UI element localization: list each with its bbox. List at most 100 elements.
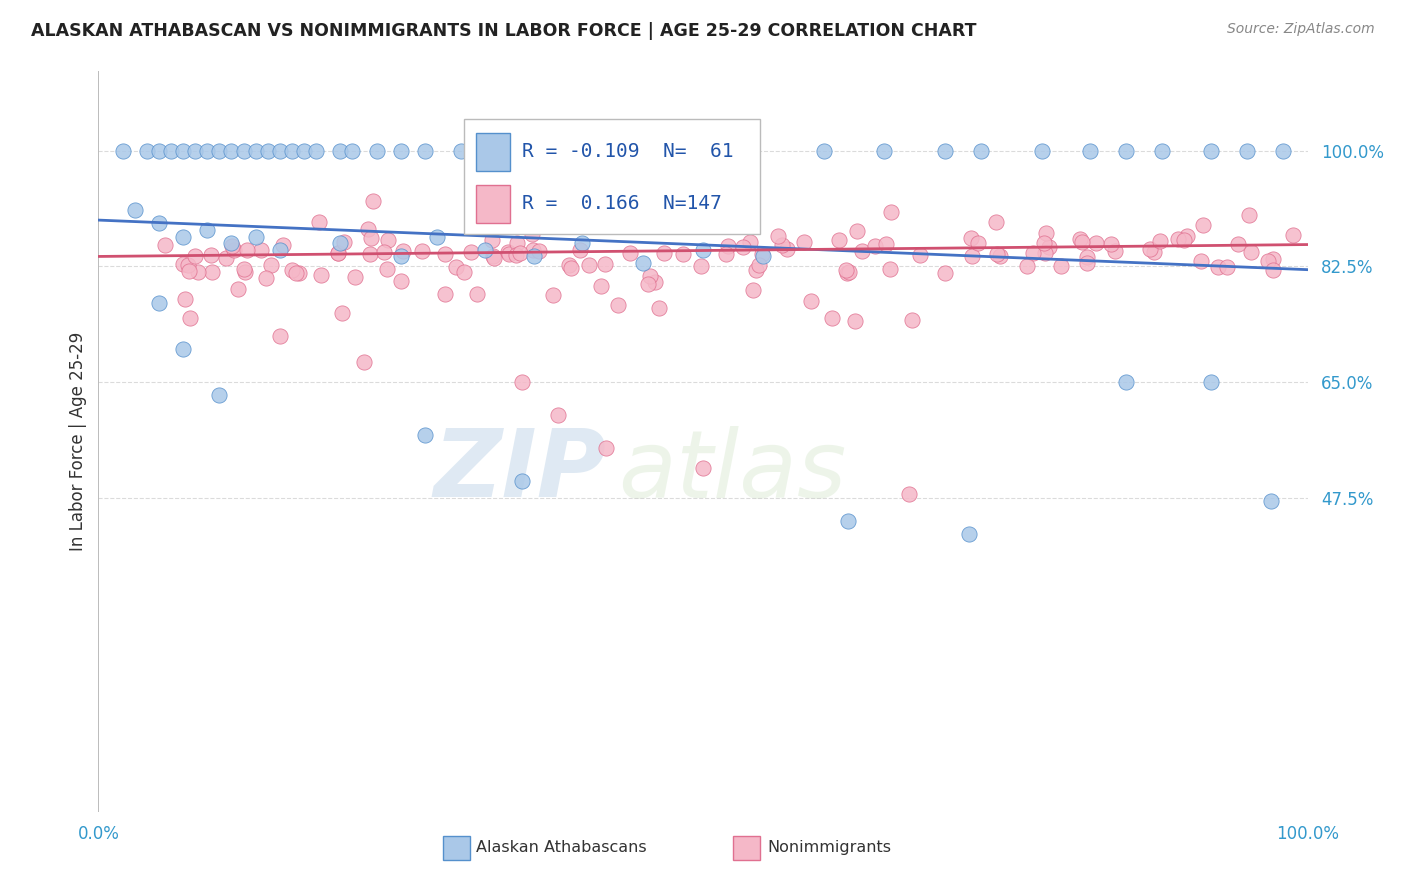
Point (1173, 233, 1195, 247)
Point (1033, 235, 1056, 250)
Point (208, 388, 231, 402)
Point (201, 265, 224, 279)
Point (1199, 375, 1222, 389)
Point (391, 244, 413, 258)
Point (288, 266, 311, 280)
Point (433, 287, 456, 301)
Point (195, 223, 218, 237)
Point (228, 282, 250, 296)
Point (1015, 259, 1038, 273)
Point (1261, 263, 1284, 277)
Point (281, 262, 304, 277)
Point (342, 144, 364, 158)
Point (481, 233, 503, 247)
Point (498, 247, 520, 261)
Point (413, 144, 436, 158)
Point (482, 249, 505, 263)
Point (1022, 245, 1045, 260)
Point (1227, 236, 1250, 251)
Point (232, 144, 254, 158)
Point (359, 247, 381, 261)
Point (245, 229, 267, 244)
Point (389, 273, 412, 287)
Point (1143, 244, 1166, 259)
Point (357, 222, 380, 236)
Point (361, 194, 384, 208)
Point (269, 328, 291, 343)
Point (793, 235, 815, 249)
Point (173, 293, 195, 307)
Point (589, 278, 612, 293)
Point (522, 227, 544, 241)
Point (221, 239, 243, 253)
Point (845, 224, 868, 238)
Point (1038, 240, 1060, 254)
Point (1084, 235, 1107, 250)
Point (1115, 144, 1137, 158)
Point (934, 144, 956, 158)
Point (214, 252, 236, 266)
Point (957, 527, 980, 541)
Point (1237, 208, 1260, 222)
Text: Source: ZipAtlas.com: Source: ZipAtlas.com (1227, 22, 1375, 37)
Point (269, 144, 291, 158)
Point (988, 249, 1011, 263)
FancyBboxPatch shape (443, 836, 470, 860)
Point (179, 264, 201, 278)
Point (745, 263, 768, 277)
Point (690, 259, 713, 273)
Point (813, 144, 835, 158)
Point (1272, 144, 1295, 158)
Point (1069, 232, 1091, 246)
Point (1257, 254, 1279, 268)
Point (844, 314, 866, 328)
Point (654, 245, 676, 260)
Point (557, 258, 579, 272)
Point (373, 245, 395, 260)
Point (411, 244, 433, 258)
Point (135, 144, 157, 158)
Point (986, 215, 1008, 229)
Point (292, 144, 315, 158)
Point (1240, 244, 1263, 259)
Point (1149, 234, 1171, 248)
Point (484, 251, 506, 265)
Point (413, 428, 436, 442)
Point (285, 266, 308, 280)
Point (527, 244, 550, 258)
Point (648, 301, 671, 316)
Point (568, 243, 591, 257)
Point (692, 461, 714, 475)
Point (326, 245, 349, 260)
Point (1076, 255, 1098, 269)
Point (269, 243, 291, 257)
Point (426, 229, 449, 244)
Point (375, 261, 398, 276)
Point (717, 239, 740, 253)
Point (986, 247, 1008, 261)
Point (1035, 226, 1057, 240)
Point (309, 268, 332, 282)
Point (522, 243, 544, 257)
Point (733, 240, 755, 254)
Point (631, 256, 654, 270)
Point (1167, 232, 1189, 246)
Point (838, 265, 860, 279)
Point (221, 144, 243, 158)
Point (177, 258, 200, 272)
Text: Nonimmigrants: Nonimmigrants (768, 840, 891, 855)
Point (1189, 253, 1212, 268)
FancyBboxPatch shape (475, 133, 509, 171)
Point (453, 265, 475, 279)
Point (897, 487, 920, 501)
Point (595, 441, 617, 455)
Point (748, 258, 770, 272)
Point (254, 271, 277, 285)
Point (1049, 259, 1071, 273)
Point (271, 238, 294, 252)
Point (172, 229, 194, 244)
Point (541, 288, 564, 302)
Point (505, 248, 527, 262)
Text: ALASKAN ATHABASCAN VS NONIMMIGRANTS IN LABOR FORCE | AGE 25-29 CORRELATION CHART: ALASKAN ATHABASCAN VS NONIMMIGRANTS IN L… (31, 22, 976, 40)
Point (172, 144, 194, 158)
